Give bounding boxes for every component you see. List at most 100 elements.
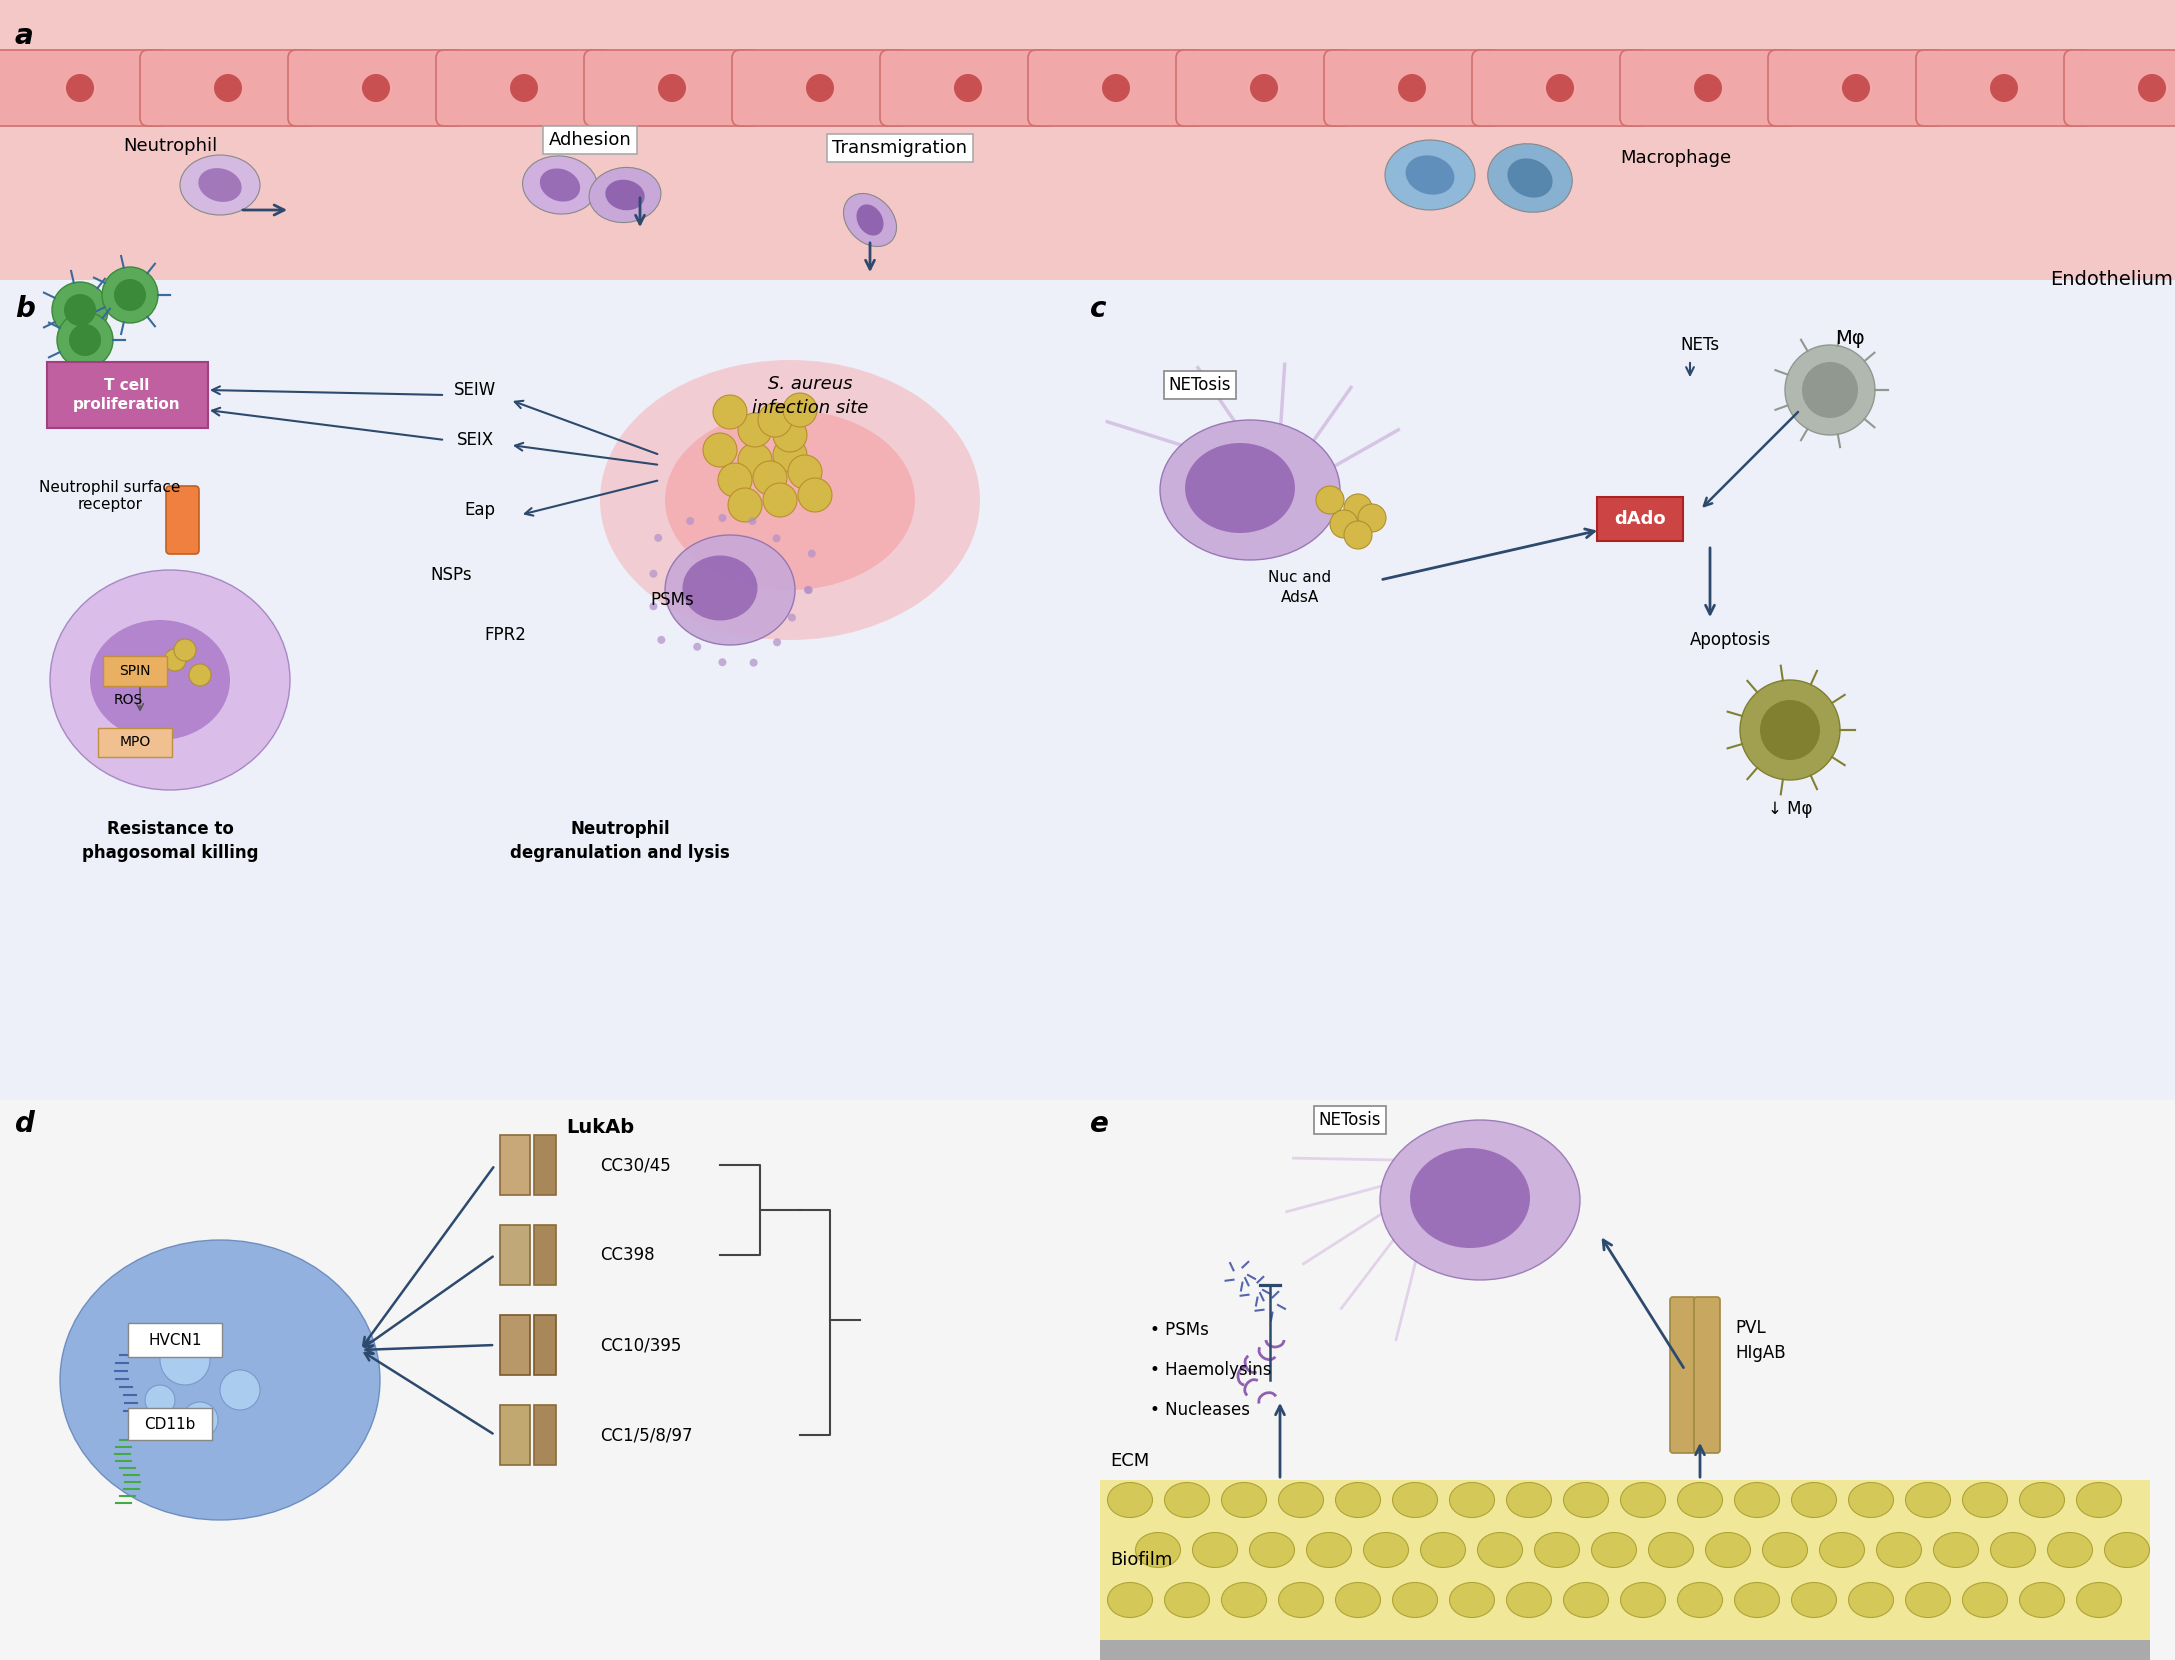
FancyBboxPatch shape <box>500 1135 531 1195</box>
Circle shape <box>772 418 807 452</box>
Ellipse shape <box>1392 1482 1438 1517</box>
Text: SEIX: SEIX <box>457 432 494 448</box>
Text: Neutrophil: Neutrophil <box>122 138 218 154</box>
Ellipse shape <box>1934 1532 1979 1567</box>
Circle shape <box>792 616 800 624</box>
Ellipse shape <box>1962 1482 2008 1517</box>
Ellipse shape <box>1733 1582 1779 1617</box>
Circle shape <box>955 75 981 101</box>
FancyBboxPatch shape <box>500 1225 531 1285</box>
Circle shape <box>102 267 159 324</box>
Circle shape <box>753 461 787 495</box>
Ellipse shape <box>1335 1582 1381 1617</box>
Circle shape <box>174 639 196 661</box>
FancyBboxPatch shape <box>733 50 907 126</box>
Ellipse shape <box>1164 1482 1209 1517</box>
Text: c: c <box>1090 295 1107 324</box>
Circle shape <box>361 75 389 101</box>
FancyBboxPatch shape <box>98 729 172 757</box>
Circle shape <box>748 515 757 523</box>
Ellipse shape <box>1705 1532 1751 1567</box>
Text: b: b <box>15 295 35 324</box>
FancyBboxPatch shape <box>1620 50 1797 126</box>
Text: dAdo: dAdo <box>1614 510 1666 528</box>
Text: Biofilm: Biofilm <box>1109 1550 1172 1569</box>
FancyBboxPatch shape <box>48 362 209 428</box>
Circle shape <box>52 282 109 339</box>
FancyBboxPatch shape <box>0 50 167 126</box>
Circle shape <box>1329 510 1357 538</box>
Ellipse shape <box>1107 1582 1153 1617</box>
Ellipse shape <box>1449 1482 1494 1517</box>
Circle shape <box>642 568 648 576</box>
Ellipse shape <box>1677 1582 1723 1617</box>
Ellipse shape <box>1192 1532 1238 1567</box>
Text: LukAb: LukAb <box>566 1117 635 1137</box>
Ellipse shape <box>1564 1482 1610 1517</box>
Circle shape <box>213 75 241 101</box>
Circle shape <box>718 498 724 506</box>
Text: • PSMs: • PSMs <box>1151 1321 1209 1340</box>
Ellipse shape <box>1392 1582 1438 1617</box>
Text: Eap: Eap <box>465 501 496 520</box>
Circle shape <box>703 433 737 466</box>
Text: NETosis: NETosis <box>1168 377 1231 393</box>
Ellipse shape <box>857 204 883 236</box>
Text: ↓ Mφ: ↓ Mφ <box>1768 800 1812 818</box>
FancyBboxPatch shape <box>585 50 759 126</box>
Circle shape <box>189 664 211 686</box>
Circle shape <box>798 586 807 594</box>
Ellipse shape <box>666 535 796 646</box>
Text: • Haemolysins: • Haemolysins <box>1151 1361 1272 1379</box>
Text: T cell
proliferation: T cell proliferation <box>74 378 181 412</box>
Ellipse shape <box>1849 1482 1894 1517</box>
Ellipse shape <box>1379 1120 1579 1280</box>
FancyBboxPatch shape <box>1596 496 1683 541</box>
Circle shape <box>220 1370 261 1409</box>
Ellipse shape <box>1762 1532 1807 1567</box>
FancyBboxPatch shape <box>535 1135 557 1195</box>
Ellipse shape <box>1279 1582 1325 1617</box>
Ellipse shape <box>1507 1582 1551 1617</box>
FancyBboxPatch shape <box>1694 1296 1720 1452</box>
Ellipse shape <box>1990 1532 2036 1567</box>
Text: SEIW: SEIW <box>455 382 496 398</box>
Circle shape <box>689 521 696 530</box>
FancyBboxPatch shape <box>0 281 2175 1101</box>
Ellipse shape <box>50 569 289 790</box>
Ellipse shape <box>89 619 231 740</box>
Circle shape <box>1760 701 1820 760</box>
Ellipse shape <box>683 556 757 621</box>
Circle shape <box>661 599 670 608</box>
Text: ROS: ROS <box>113 692 144 707</box>
Ellipse shape <box>198 168 241 203</box>
Ellipse shape <box>1405 156 1455 194</box>
Text: FPR2: FPR2 <box>485 626 526 644</box>
Ellipse shape <box>1792 1482 1836 1517</box>
Ellipse shape <box>1536 1532 1579 1567</box>
Ellipse shape <box>1385 139 1475 211</box>
Ellipse shape <box>1649 1532 1694 1567</box>
Ellipse shape <box>2047 1532 2092 1567</box>
Circle shape <box>1786 345 1875 435</box>
Circle shape <box>1842 75 1870 101</box>
Text: SPIN: SPIN <box>120 664 150 677</box>
FancyBboxPatch shape <box>1101 1640 2151 1660</box>
Ellipse shape <box>1564 1582 1610 1617</box>
Circle shape <box>183 1403 218 1438</box>
Ellipse shape <box>181 154 261 216</box>
Ellipse shape <box>1477 1532 1522 1567</box>
Text: a: a <box>15 22 35 50</box>
Ellipse shape <box>600 360 981 641</box>
FancyBboxPatch shape <box>1325 50 1501 126</box>
Text: Macrophage: Macrophage <box>1620 149 1731 168</box>
Text: S. aureus
infection site: S. aureus infection site <box>753 375 868 417</box>
FancyBboxPatch shape <box>128 1323 222 1356</box>
Ellipse shape <box>1222 1582 1266 1617</box>
Ellipse shape <box>1677 1482 1723 1517</box>
Circle shape <box>779 644 787 652</box>
Ellipse shape <box>2077 1582 2121 1617</box>
FancyBboxPatch shape <box>287 50 463 126</box>
Ellipse shape <box>1335 1482 1381 1517</box>
Ellipse shape <box>1364 1532 1409 1567</box>
